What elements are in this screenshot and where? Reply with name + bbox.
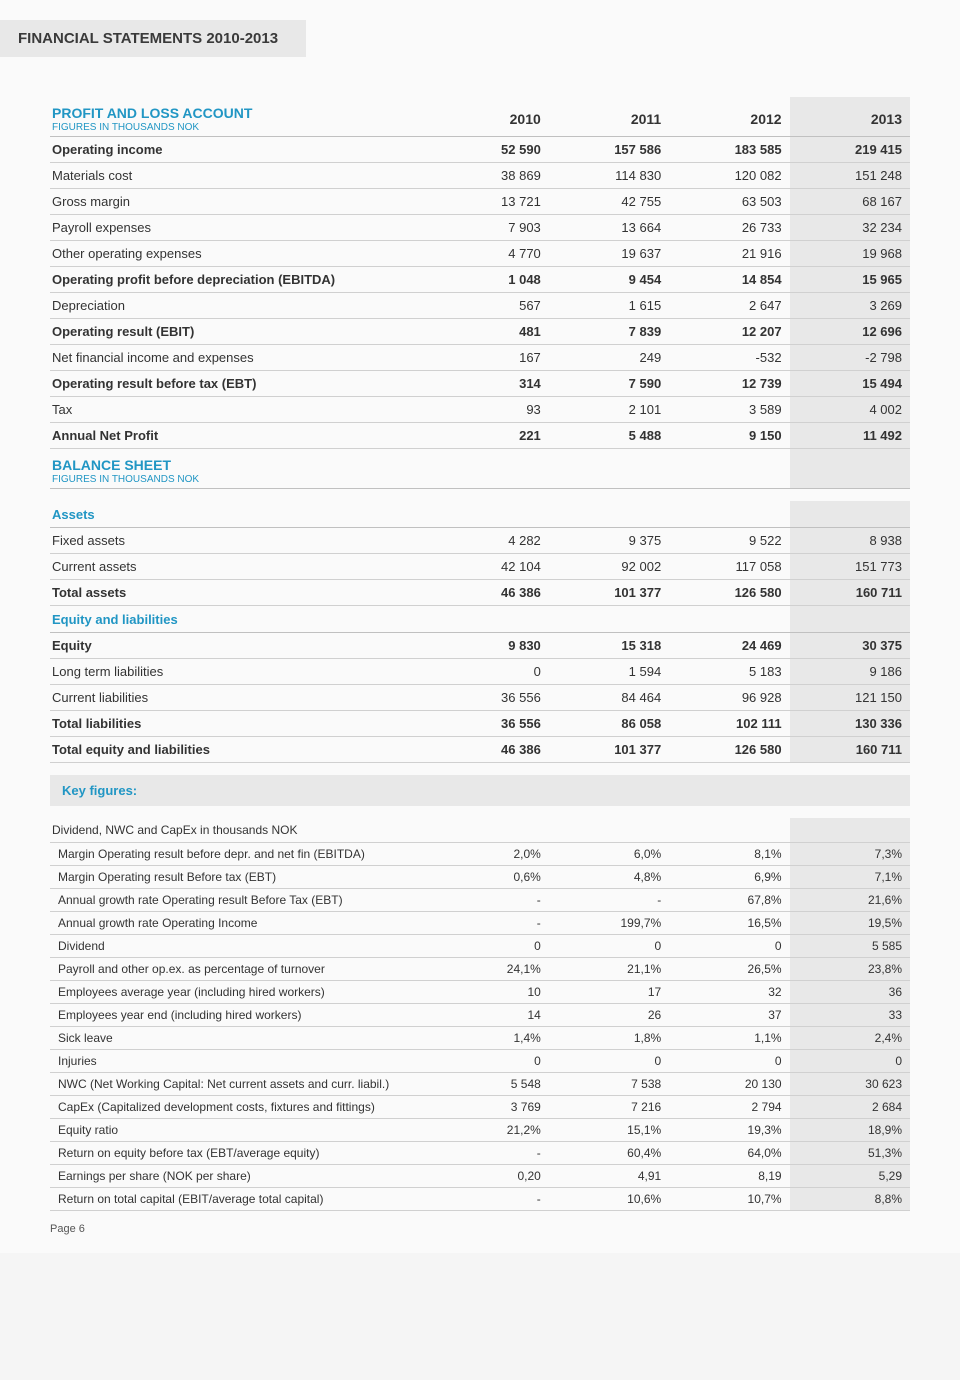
table-row: Sick leave1,4%1,8%1,1%2,4% (50, 1027, 910, 1050)
page-number: Page 6 (50, 1223, 910, 1235)
table-row: Employees average year (including hired … (50, 981, 910, 1004)
assets-header: Assets (50, 501, 428, 528)
table-row: Margin Operating result Before tax (EBT)… (50, 866, 910, 889)
table-row (50, 763, 910, 776)
table-row: Operating profit before depreciation (EB… (50, 267, 910, 293)
table-row: Tax932 1013 5894 002 (50, 397, 910, 423)
table-row: Return on equity before tax (EBT/average… (50, 1142, 910, 1165)
table-row: Depreciation5671 6152 6473 269 (50, 293, 910, 319)
table-row: Current liabilities36 55684 46496 928121… (50, 685, 910, 711)
table-row (50, 489, 910, 502)
table-row: Other operating expenses4 77019 63721 91… (50, 241, 910, 267)
bs-title: BALANCE SHEETFIGURES IN THOUSANDS NOK (50, 449, 428, 489)
pl-title: PROFIT AND LOSS ACCOUNTFIGURES IN THOUSA… (50, 97, 428, 137)
table-row: Injuries0000 (50, 1050, 910, 1073)
table-row: Materials cost38 869114 830120 082151 24… (50, 163, 910, 189)
table-row: CapEx (Capitalized development costs, fi… (50, 1096, 910, 1119)
table-row: Current assets42 10492 002117 058151 773 (50, 554, 910, 580)
table-row: Annual growth rate Operating Income-199,… (50, 912, 910, 935)
table-row: Employees year end (including hired work… (50, 1004, 910, 1027)
table-row: Payroll expenses7 90313 66426 73332 234 (50, 215, 910, 241)
year-header: 2011 (549, 97, 669, 137)
table-row: Total assets46 386101 377126 580160 711 (50, 580, 910, 606)
table-row: Fixed assets4 2829 3759 5228 938 (50, 528, 910, 554)
year-header: 2012 (669, 97, 789, 137)
table-row: Net financial income and expenses167249-… (50, 345, 910, 371)
page: FINANCIAL STATEMENTS 2010-2013 PROFIT AN… (0, 0, 960, 1253)
kf-header: Key figures: (50, 775, 910, 806)
table-row: Margin Operating result before depr. and… (50, 843, 910, 866)
table-row: Payroll and other op.ex. as percentage o… (50, 958, 910, 981)
financial-table: PROFIT AND LOSS ACCOUNTFIGURES IN THOUSA… (50, 97, 910, 1211)
table-row: BALANCE SHEETFIGURES IN THOUSANDS NOK (50, 449, 910, 489)
table-row: Equity9 83015 31824 46930 375 (50, 633, 910, 659)
table-row: Return on total capital (EBIT/average to… (50, 1188, 910, 1211)
table-row: Equity and liabilities (50, 606, 910, 633)
page-header-tab: FINANCIAL STATEMENTS 2010-2013 (0, 20, 306, 57)
table-row: Total liabilities36 55686 058102 111130 … (50, 711, 910, 737)
table-row: NWC (Net Working Capital: Net current as… (50, 1073, 910, 1096)
el-header: Equity and liabilities (50, 606, 428, 633)
year-header: 2010 (428, 97, 548, 137)
table-row (50, 806, 910, 818)
table-row: Operating result (EBIT)4817 83912 20712 … (50, 319, 910, 345)
table-row: Assets (50, 501, 910, 528)
table-row: Gross margin13 72142 75563 50368 167 (50, 189, 910, 215)
table-row: Earnings per share (NOK per share)0,204,… (50, 1165, 910, 1188)
table-row: PROFIT AND LOSS ACCOUNTFIGURES IN THOUSA… (50, 97, 910, 137)
table-row: Dividend0005 585 (50, 935, 910, 958)
table-row: Equity ratio21,2%15,1%19,3%18,9% (50, 1119, 910, 1142)
table-row: Operating result before tax (EBT)3147 59… (50, 371, 910, 397)
table-row: Operating income52 590157 586183 585219 … (50, 137, 910, 163)
table-row: Total equity and liabilities46 386101 37… (50, 737, 910, 763)
table-row: Dividend, NWC and CapEx in thousands NOK (50, 818, 910, 843)
table-row: Long term liabilities01 5945 1839 186 (50, 659, 910, 685)
year-header: 2013 (790, 97, 910, 137)
table-row: Annual growth rate Operating result Befo… (50, 889, 910, 912)
table-row: Key figures: (50, 775, 910, 806)
table-row: Annual Net Profit2215 4889 15011 492 (50, 423, 910, 449)
